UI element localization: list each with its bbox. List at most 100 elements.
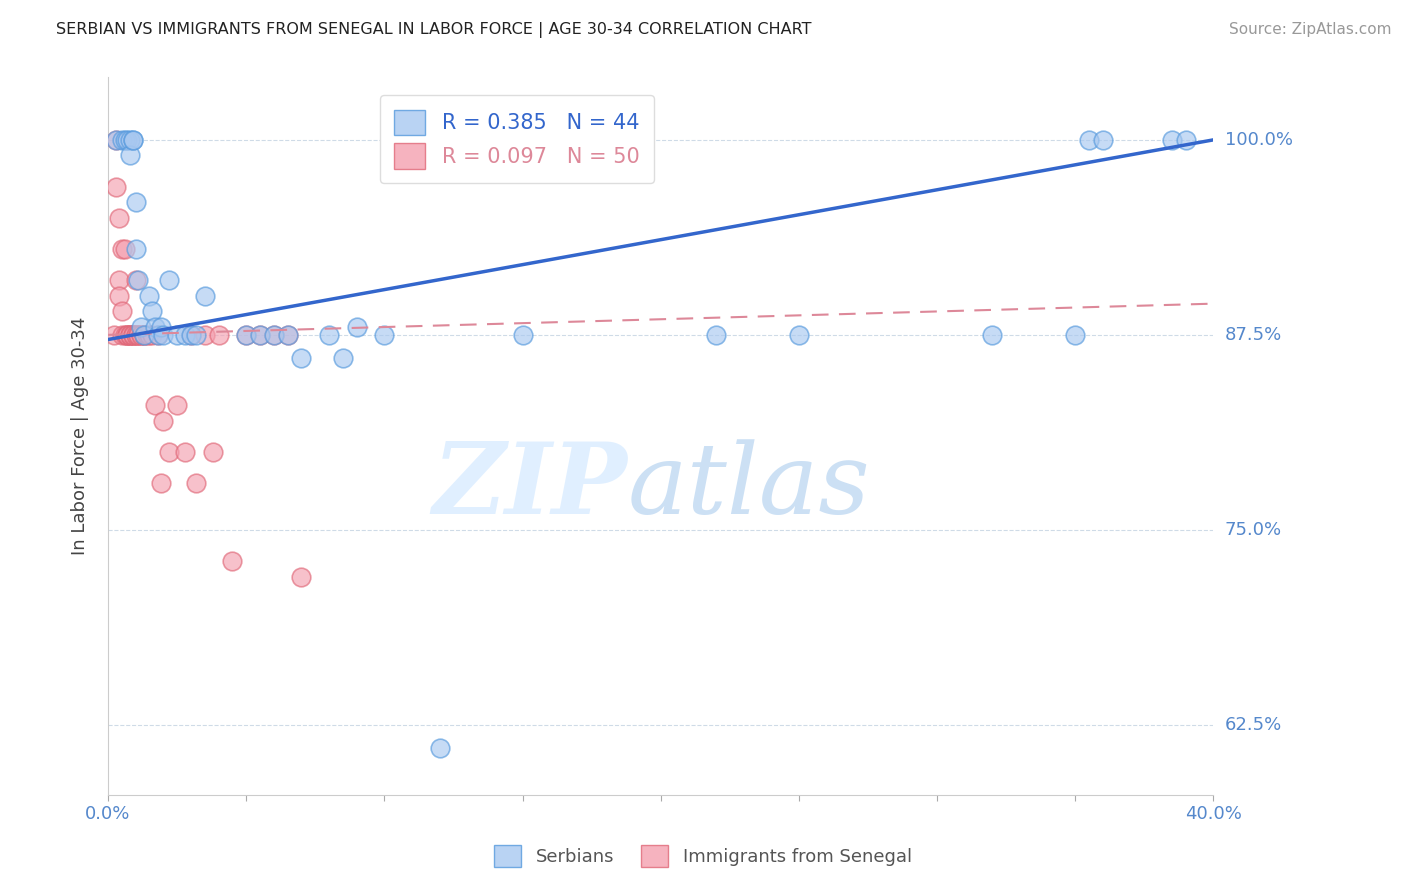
Point <box>249 327 271 342</box>
Point <box>221 554 243 568</box>
Point <box>121 133 143 147</box>
Point <box>704 327 727 342</box>
Point <box>787 327 810 342</box>
Point <box>111 242 134 256</box>
Point <box>124 273 146 287</box>
Point <box>152 414 174 428</box>
Point <box>141 304 163 318</box>
Point <box>132 327 155 342</box>
Point <box>117 327 139 342</box>
Point <box>120 148 142 162</box>
Point <box>143 398 166 412</box>
Point <box>1174 133 1197 147</box>
Point <box>121 327 143 342</box>
Point <box>149 320 172 334</box>
Text: 100.0%: 100.0% <box>1225 131 1292 149</box>
Point <box>180 327 202 342</box>
Text: 75.0%: 75.0% <box>1225 521 1282 539</box>
Point <box>138 289 160 303</box>
Point <box>202 445 225 459</box>
Point <box>114 133 136 147</box>
Point <box>174 445 197 459</box>
Point <box>135 327 157 342</box>
Point <box>120 327 142 342</box>
Point <box>132 327 155 342</box>
Point <box>121 133 143 147</box>
Point <box>1161 133 1184 147</box>
Point <box>180 327 202 342</box>
Point <box>143 320 166 334</box>
Point <box>512 327 534 342</box>
Point <box>117 327 139 342</box>
Point <box>138 327 160 342</box>
Point <box>141 327 163 342</box>
Point <box>103 327 125 342</box>
Point <box>429 741 451 756</box>
Point <box>174 327 197 342</box>
Point <box>129 327 152 342</box>
Point <box>117 327 139 342</box>
Point <box>120 133 142 147</box>
Point <box>290 569 312 583</box>
Point <box>186 476 208 491</box>
Point <box>157 445 180 459</box>
Y-axis label: In Labor Force | Age 30-34: In Labor Force | Age 30-34 <box>72 317 89 556</box>
Point <box>1078 133 1101 147</box>
Point <box>152 327 174 342</box>
Text: atlas: atlas <box>627 439 870 534</box>
Point <box>318 327 340 342</box>
Point <box>194 289 217 303</box>
Point <box>120 327 142 342</box>
Point <box>105 133 128 147</box>
Point <box>277 327 299 342</box>
Point <box>290 351 312 366</box>
Point <box>108 273 131 287</box>
Point <box>1091 133 1114 147</box>
Point <box>263 327 285 342</box>
Point <box>127 273 149 287</box>
Text: 87.5%: 87.5% <box>1225 326 1282 343</box>
Point <box>124 242 146 256</box>
Point <box>166 327 188 342</box>
Point <box>117 133 139 147</box>
Point <box>235 327 257 342</box>
Text: Source: ZipAtlas.com: Source: ZipAtlas.com <box>1229 22 1392 37</box>
Legend: R = 0.385   N = 44, R = 0.097   N = 50: R = 0.385 N = 44, R = 0.097 N = 50 <box>380 95 654 184</box>
Point <box>111 304 134 318</box>
Point <box>127 327 149 342</box>
Point <box>194 327 217 342</box>
Point <box>235 327 257 342</box>
Point <box>124 195 146 210</box>
Point <box>105 133 128 147</box>
Point <box>146 327 169 342</box>
Point <box>124 327 146 342</box>
Point <box>114 327 136 342</box>
Point <box>129 327 152 342</box>
Point <box>108 211 131 225</box>
Point <box>346 320 368 334</box>
Point <box>120 327 142 342</box>
Point <box>332 351 354 366</box>
Point <box>373 327 395 342</box>
Point <box>105 179 128 194</box>
Point <box>121 327 143 342</box>
Point <box>132 327 155 342</box>
Point <box>146 327 169 342</box>
Point <box>207 327 229 342</box>
Point <box>149 476 172 491</box>
Point <box>129 320 152 334</box>
Text: ZIP: ZIP <box>433 438 627 534</box>
Point <box>121 327 143 342</box>
Point <box>166 398 188 412</box>
Point <box>124 327 146 342</box>
Point <box>114 242 136 256</box>
Point <box>981 327 1004 342</box>
Point <box>186 327 208 342</box>
Point <box>1064 327 1087 342</box>
Point <box>111 327 134 342</box>
Point <box>277 327 299 342</box>
Point <box>111 133 134 147</box>
Point <box>249 327 271 342</box>
Point <box>263 327 285 342</box>
Legend: Serbians, Immigrants from Senegal: Serbians, Immigrants from Senegal <box>486 838 920 874</box>
